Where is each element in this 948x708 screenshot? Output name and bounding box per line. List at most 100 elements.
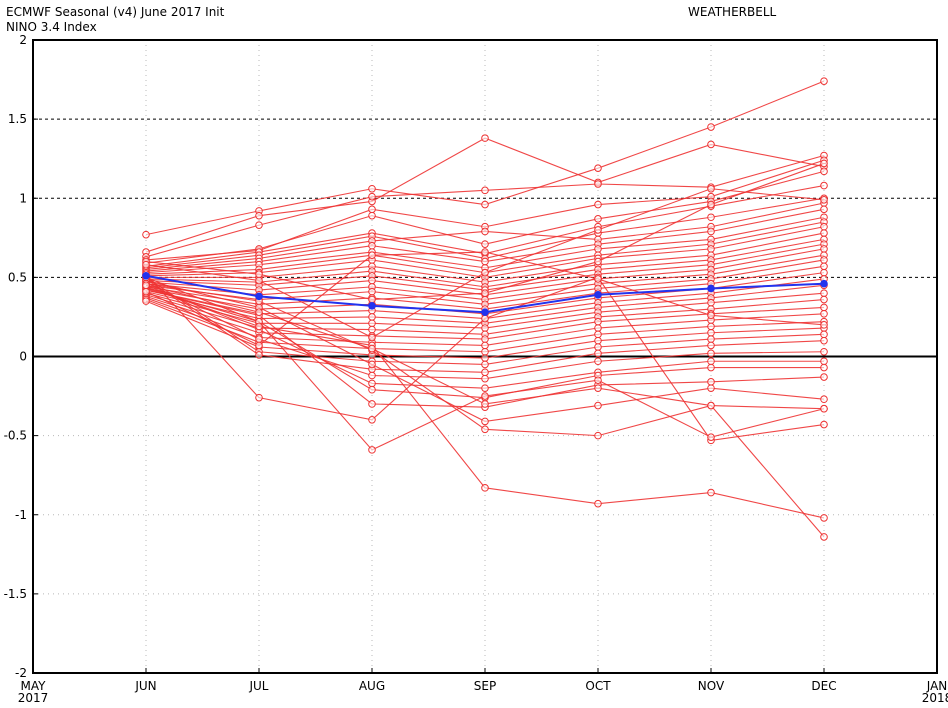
member-point — [481, 335, 489, 343]
mean-point — [820, 279, 828, 288]
member-point — [368, 184, 376, 193]
member-point — [707, 200, 715, 209]
x-tick-label: AUG — [359, 679, 385, 693]
member-point — [820, 336, 828, 345]
member-point — [368, 276, 376, 285]
member-point — [820, 256, 828, 264]
member-point — [707, 335, 715, 343]
member-point — [820, 77, 828, 85]
mean-point — [255, 292, 263, 301]
ensemble-member-43 — [142, 248, 828, 350]
member-point — [594, 226, 602, 234]
member-point — [707, 328, 715, 337]
y-tick-label: -0.5 — [4, 429, 27, 443]
member-point — [594, 180, 602, 188]
member-point — [820, 268, 828, 277]
member-point — [707, 349, 715, 358]
x-tick-label: MAY — [21, 679, 47, 693]
member-point — [820, 373, 828, 381]
member-point — [820, 321, 828, 329]
y-tick-label: -1.5 — [4, 587, 27, 601]
mean-point — [142, 271, 150, 280]
ensemble-mean-line — [142, 271, 828, 316]
member-point — [707, 363, 715, 372]
member-point — [368, 319, 376, 328]
member-point — [481, 425, 489, 434]
member-point — [820, 262, 828, 271]
member-point — [594, 164, 602, 172]
member-point — [368, 371, 376, 380]
member-point — [820, 229, 828, 237]
ensemble-member-30 — [142, 275, 828, 377]
member-point — [368, 192, 376, 201]
x-tick-year: 2017 — [18, 691, 49, 705]
member-point — [481, 384, 489, 392]
member-point — [481, 257, 489, 266]
member-point — [820, 205, 828, 214]
x-tick-label: JUN — [134, 679, 156, 693]
member-point — [368, 385, 376, 394]
member-point — [368, 287, 376, 296]
member-point — [142, 281, 150, 290]
member-point — [820, 295, 828, 304]
member-point — [481, 240, 489, 248]
mean-point — [594, 290, 602, 299]
member-point — [255, 211, 263, 220]
member-point — [368, 241, 376, 250]
member-point — [594, 343, 602, 351]
y-tick-label: -2 — [15, 666, 27, 680]
member-point — [820, 222, 828, 231]
x-tick-label: DEC — [811, 679, 836, 693]
ensemble-member-41 — [142, 159, 828, 304]
member-point — [481, 314, 489, 323]
member-point — [255, 221, 263, 229]
member-point — [481, 268, 489, 277]
mean-point — [368, 302, 376, 310]
member-point — [594, 499, 602, 508]
member-point — [820, 181, 828, 190]
member-point — [481, 347, 489, 356]
member-point — [707, 311, 715, 320]
member-point — [707, 433, 715, 442]
member-point — [820, 395, 828, 404]
y-tick-label: -1 — [15, 508, 27, 522]
member-point — [368, 211, 376, 220]
member-point — [481, 341, 489, 350]
y-tick-label: 0 — [19, 350, 27, 364]
member-point — [368, 251, 376, 260]
member-point — [481, 484, 489, 492]
mean-point — [707, 284, 715, 293]
y-tick-label: 1 — [19, 191, 27, 205]
ensemble-member-42 — [142, 184, 828, 342]
member-point — [594, 330, 602, 339]
brand-label: WEATHERBELL — [688, 5, 777, 19]
member-point — [142, 230, 150, 239]
member-point — [368, 313, 376, 321]
y-tick-label: 2 — [19, 33, 27, 47]
member-point — [820, 303, 828, 312]
member-point — [481, 368, 489, 377]
member-point — [481, 324, 489, 332]
member-point — [707, 384, 715, 392]
member-point — [481, 186, 489, 195]
member-point — [594, 324, 602, 332]
member-line — [145, 80, 825, 236]
member-point — [481, 392, 489, 400]
member-point — [707, 227, 715, 236]
member-point — [255, 270, 263, 279]
member-point — [707, 322, 715, 331]
member-point — [820, 514, 828, 522]
x-tick-label: JAN — [926, 679, 948, 693]
member-point — [255, 351, 263, 359]
member-point — [368, 344, 376, 353]
ensemble-member-31 — [142, 278, 828, 383]
y-tick-label: 1.5 — [8, 112, 27, 126]
member-point — [255, 341, 263, 350]
member-point — [594, 376, 602, 385]
member-point — [820, 404, 828, 413]
member-point — [707, 357, 715, 366]
member-point — [820, 167, 828, 176]
member-point — [142, 287, 150, 296]
member-point — [707, 245, 715, 253]
